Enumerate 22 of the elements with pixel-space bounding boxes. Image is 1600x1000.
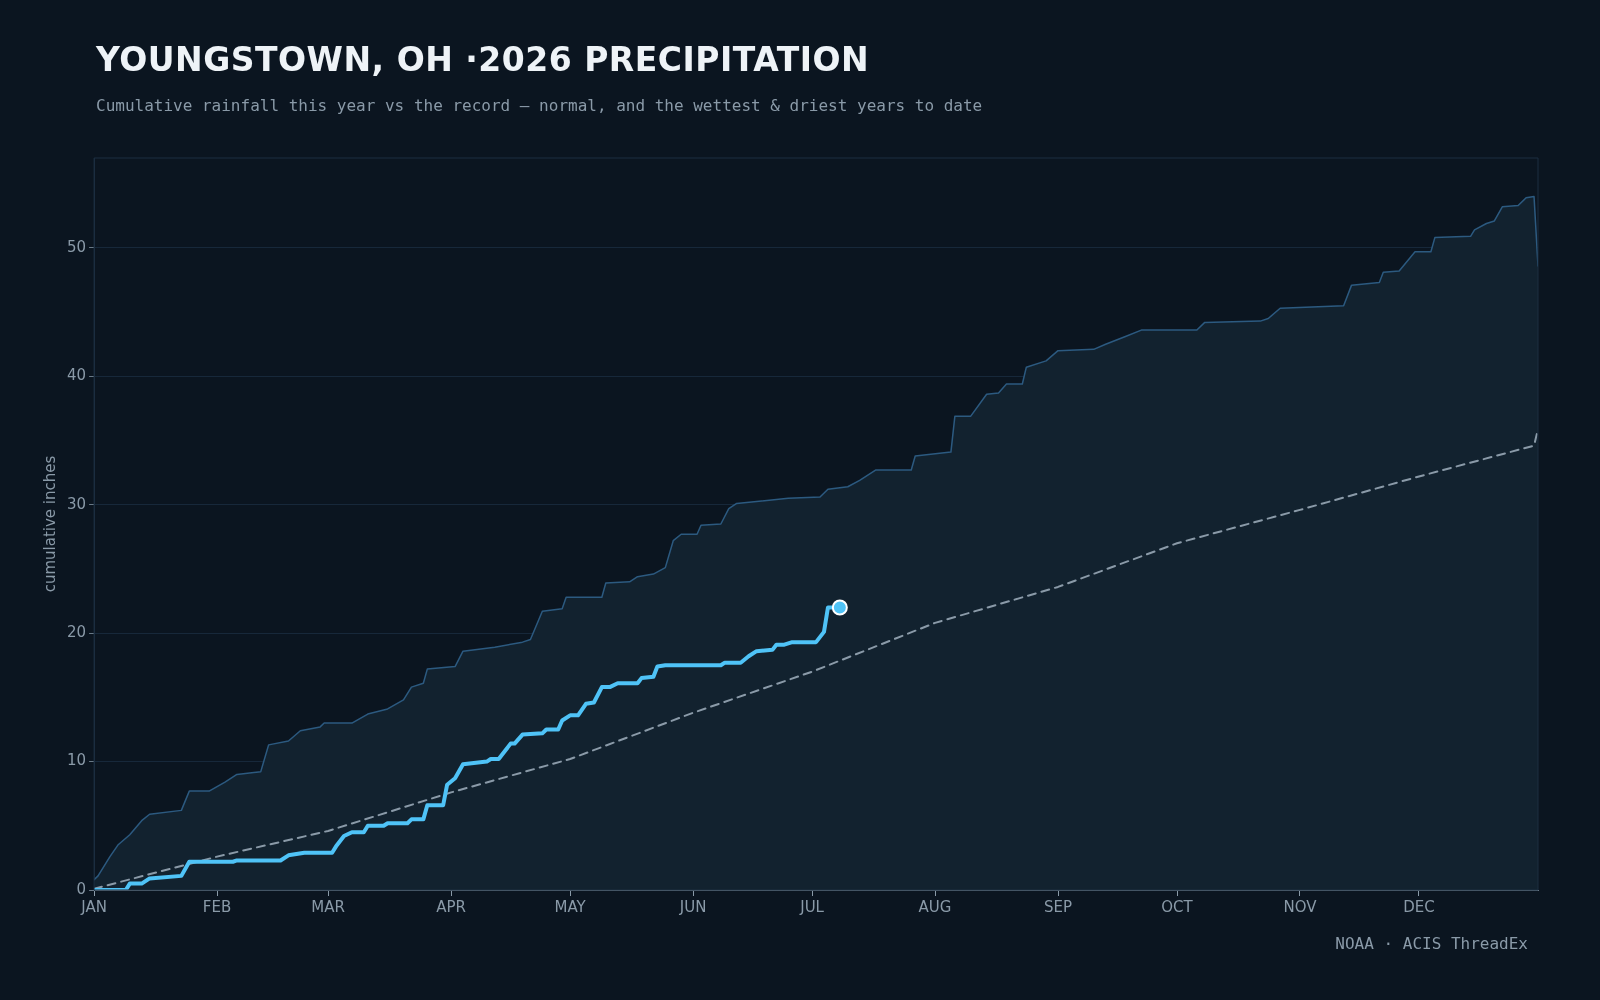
- y-axis-title: cumulative inches: [40, 455, 59, 593]
- x-tick-label: OCT: [1161, 897, 1194, 916]
- x-tick-label: APR: [436, 897, 466, 916]
- x-tick-label: FEB: [202, 897, 232, 916]
- y-tick-label: 40: [66, 366, 87, 385]
- x-tick-label: AUG: [918, 897, 952, 916]
- x-tick-label: JAN: [80, 897, 107, 916]
- x-tick-label: JUL: [799, 897, 825, 916]
- text: NOAA · ACIS ThreadEx: [1335, 934, 1528, 953]
- y-tick-label: 50: [66, 237, 87, 256]
- chart-subtitle: Cumulative rainfall this year vs the record — normal, and the wettest & driest years to date: [96, 96, 983, 115]
- x-tick-label: DEC: [1403, 897, 1435, 916]
- y-tick-label: 0: [76, 879, 87, 898]
- y-tick-label: 20: [66, 623, 87, 642]
- y-tick-label: 10: [66, 751, 87, 770]
- chart-title: YOUNGSTOWN, OH ·2026 PRECIPITATION: [96, 40, 870, 79]
- x-tick-label: MAR: [311, 897, 345, 916]
- x-tick-label: JUN: [678, 897, 707, 916]
- x-tick-label: NOV: [1283, 897, 1318, 916]
- x-tick-label: MAY: [554, 897, 587, 916]
- y-tick-label: 30: [66, 494, 87, 513]
- x-tick-label: SEP: [1043, 897, 1073, 916]
